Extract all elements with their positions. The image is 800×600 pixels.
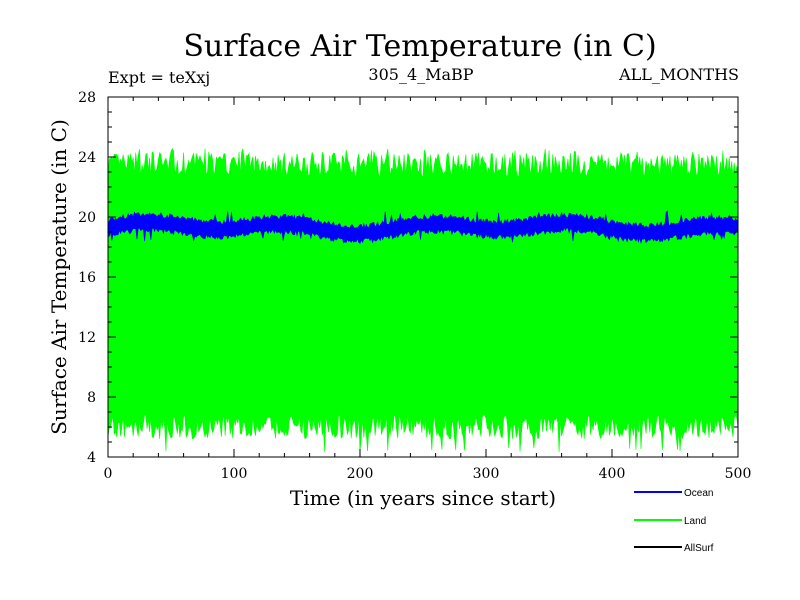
y-axis-label: Surface Air Temperature (in C) <box>47 119 71 435</box>
x-tick-label: 400 <box>599 466 626 482</box>
chart-title: Surface Air Temperature (in C) <box>183 29 656 64</box>
y-axis: 4 8 12 16 20 24 28 <box>78 90 738 466</box>
x-axis: 0 100 200 300 400 500 <box>104 97 752 482</box>
x-tick-label: 0 <box>104 466 113 482</box>
x-tick-label: 500 <box>725 466 752 482</box>
x-tick-label: 300 <box>473 466 500 482</box>
legend-label-land: Land <box>684 516 706 527</box>
series-land-band <box>107 147 739 453</box>
y-tick-label: 20 <box>78 210 96 226</box>
period-label: 305_4_MaBP <box>368 65 473 84</box>
legend: Ocean Land AllSurf <box>634 488 714 554</box>
x-tick-label: 100 <box>221 466 248 482</box>
y-tick-label: 28 <box>78 90 96 106</box>
x-axis-label: Time (in years since start) <box>290 486 556 510</box>
y-tick-label: 8 <box>87 390 96 406</box>
experiment-label: Expt = teXxj <box>108 68 210 87</box>
months-label: ALL_MONTHS <box>618 65 739 84</box>
legend-label-ocean: Ocean <box>684 488 713 499</box>
y-tick-label: 4 <box>87 450 96 466</box>
y-tick-label: 24 <box>78 150 96 166</box>
plot-area <box>107 147 739 453</box>
y-tick-label: 12 <box>78 330 96 346</box>
y-tick-label: 16 <box>78 270 96 286</box>
legend-label-allsurf: AllSurf <box>684 543 714 554</box>
x-tick-label: 200 <box>347 466 374 482</box>
